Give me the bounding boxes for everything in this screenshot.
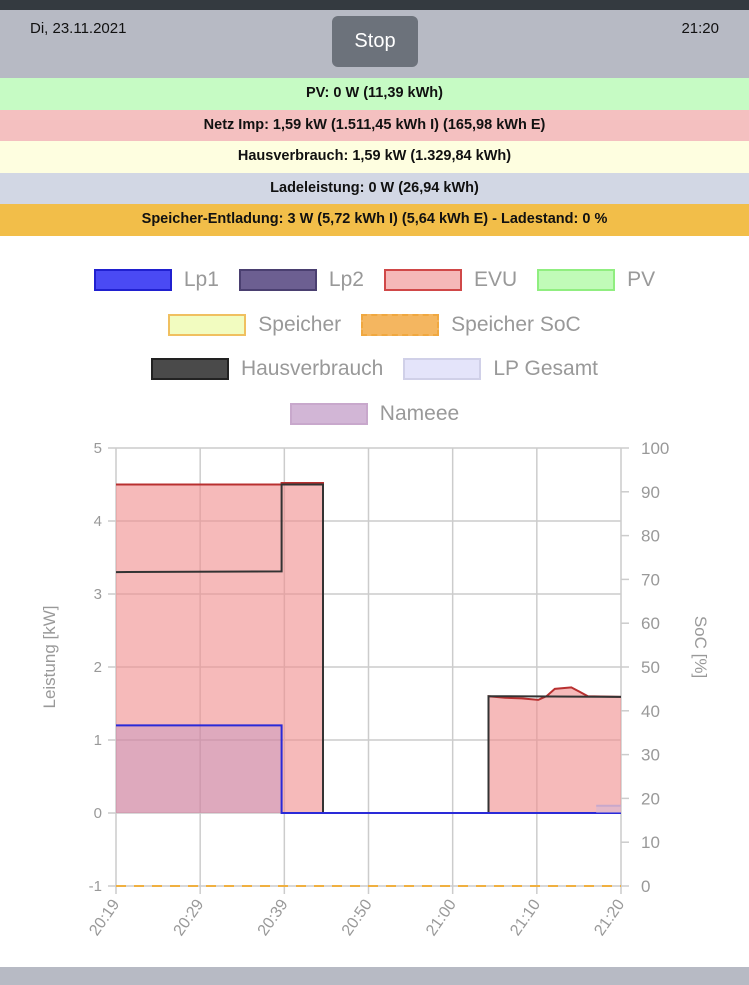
y2-tick-label: 40 xyxy=(641,702,660,721)
legend-item[interactable]: Speicher xyxy=(168,313,341,337)
legend-label: Speicher xyxy=(258,312,342,336)
legend-swatch xyxy=(383,269,462,291)
series-line-lp1 xyxy=(116,724,621,814)
status-bar xyxy=(0,0,749,10)
legend-label: EVU xyxy=(473,268,518,291)
legend-swatch xyxy=(168,313,247,336)
status-row: PV: 0 W (11,39 kWh) xyxy=(0,78,749,110)
legend-item[interactable]: LP Gesamt xyxy=(403,357,598,381)
x-tick-label: 20:50 xyxy=(339,896,376,939)
legend-item[interactable]: Hausverbrauch xyxy=(150,357,384,381)
legend-item[interactable]: Nameee xyxy=(289,401,460,426)
y-tick-label: 0 xyxy=(94,805,102,822)
y-tick-label: 3 xyxy=(94,586,102,603)
y-tick-label: -1 xyxy=(89,878,102,895)
bottom-bar xyxy=(0,967,749,985)
legend-item[interactable]: EVU xyxy=(383,268,518,292)
y2-axis-label: SoC [%] xyxy=(691,616,710,678)
series-line-hausverbrauch xyxy=(115,483,622,814)
time-label: 21:20 xyxy=(681,20,719,37)
status-row: Speicher-Entladung: 3 W (5,72 kWh I) (5,… xyxy=(0,204,749,236)
y2-tick-label: 0 xyxy=(641,877,650,896)
legend-item[interactable]: Lp1 xyxy=(93,268,219,292)
legend-swatch xyxy=(289,402,368,425)
series-area-evu xyxy=(116,483,621,813)
y2-tick-label: 20 xyxy=(641,789,660,808)
y2-tick-label: 10 xyxy=(641,833,660,852)
y-tick-label: 4 xyxy=(94,513,102,530)
legend-label: Nameee xyxy=(379,401,460,425)
series-area-lp1 xyxy=(116,725,621,813)
status-row: Hausverbrauch: 1,59 kW (1.329,84 kWh) xyxy=(0,141,749,173)
y-tick-label: 5 xyxy=(94,440,102,457)
y2-tick-label: 100 xyxy=(641,439,669,458)
legend-swatch xyxy=(403,358,482,380)
legend-swatch xyxy=(93,269,172,291)
status-row: Ladeleistung: 0 W (26,94 kWh) xyxy=(0,172,749,204)
legend-swatch xyxy=(537,269,616,291)
header: Di, 23.11.2021 Stop 21:20 xyxy=(0,10,749,78)
chart-legend: Lp1 Lp2 EVU PV Speicher Speicher SoC Hausverbr… xyxy=(0,268,749,446)
y2-tick-label: 90 xyxy=(641,483,660,502)
x-tick-label: 20:39 xyxy=(255,896,292,939)
legend-label: Lp1 xyxy=(183,268,219,291)
legend-swatch xyxy=(361,313,440,336)
y-tick-label: 2 xyxy=(94,659,102,676)
y2-tick-label: 30 xyxy=(641,746,660,765)
legend-label: Hausverbrauch xyxy=(240,357,384,380)
x-tick-label: 21:00 xyxy=(423,896,460,939)
legend-item[interactable]: PV xyxy=(537,268,655,292)
legend-swatch xyxy=(238,269,317,291)
series-line-evu xyxy=(116,482,622,814)
y2-tick-label: 80 xyxy=(641,527,660,546)
legend-label: Speicher SoC xyxy=(451,312,581,336)
x-tick-label: 21:20 xyxy=(591,896,628,939)
y-axis-label: Leistung [kW] xyxy=(40,606,59,709)
x-tick-label: 21:10 xyxy=(507,896,544,939)
legend-label: PV xyxy=(627,268,656,291)
x-tick-label: 20:29 xyxy=(171,896,208,939)
y2-tick-label: 50 xyxy=(641,658,660,677)
y2-tick-label: 60 xyxy=(641,614,660,633)
legend-item[interactable]: Speicher SoC xyxy=(361,313,581,337)
legend-label: LP Gesamt xyxy=(493,357,599,380)
status-row: Netz Imp: 1,59 kW (1.511,45 kWh I) (165,… xyxy=(0,109,749,141)
legend-swatch xyxy=(150,358,229,380)
y2-tick-label: 70 xyxy=(641,570,660,589)
legend-label: Lp2 xyxy=(328,268,364,291)
legend-item[interactable]: Lp2 xyxy=(238,268,364,292)
x-tick-label: 20:19 xyxy=(86,896,123,939)
series-area-nameee xyxy=(596,805,621,813)
y-tick-label: 1 xyxy=(94,732,102,749)
stop-button[interactable]: Stop xyxy=(332,16,418,67)
date-label: Di, 23.11.2021 xyxy=(30,20,127,37)
